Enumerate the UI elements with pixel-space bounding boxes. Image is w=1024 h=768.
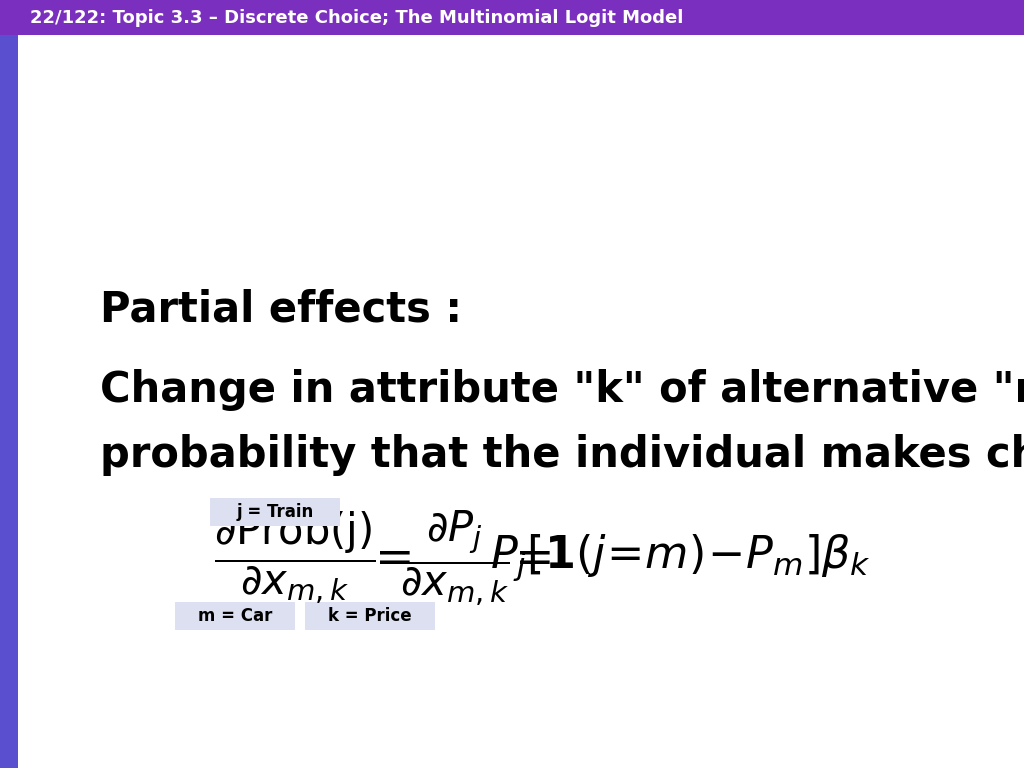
FancyBboxPatch shape [175,602,295,630]
FancyBboxPatch shape [305,602,435,630]
Text: $P_j[\mathbf{1}(j\!=\!m)\!-\!P_m]\beta_k$: $P_j[\mathbf{1}(j\!=\!m)\!-\!P_m]\beta_k… [489,532,870,584]
Text: m = Car: m = Car [198,607,272,625]
Text: j = Train: j = Train [237,503,313,521]
Text: k = Price: k = Price [328,607,412,625]
Text: $\dfrac{\partial\mathrm{Prob(j)}}{\partial x_{m,k}}$: $\dfrac{\partial\mathrm{Prob(j)}}{\parti… [214,510,376,606]
Text: $=$: $=$ [366,535,411,581]
Text: $\dfrac{\partial P_j}{\partial x_{m,k}}$: $\dfrac{\partial P_j}{\partial x_{m,k}}$ [400,508,510,607]
Text: Change in attribute "k" of alternative "m" on the: Change in attribute "k" of alternative "… [100,369,1024,411]
Text: 22/122: Topic 3.3 – Discrete Choice; The Multinomial Logit Model: 22/122: Topic 3.3 – Discrete Choice; The… [30,9,683,27]
Text: $=$: $=$ [505,535,551,581]
Text: Partial effects :: Partial effects : [100,289,462,331]
Text: probability that the individual makes choice "j": probability that the individual makes ch… [100,434,1024,476]
